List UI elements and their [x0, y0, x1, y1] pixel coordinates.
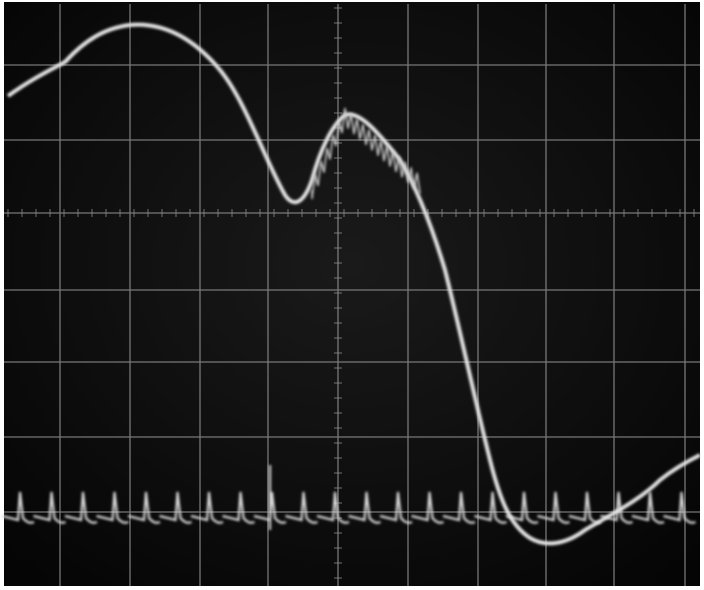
screen — [4, 2, 700, 586]
oscilloscope-photo — [0, 0, 704, 590]
page: Oscilloscope trace {} html, body { margi… — [0, 0, 704, 590]
page-body: (() => { const svg = document.getElement… — [0, 0, 704, 590]
